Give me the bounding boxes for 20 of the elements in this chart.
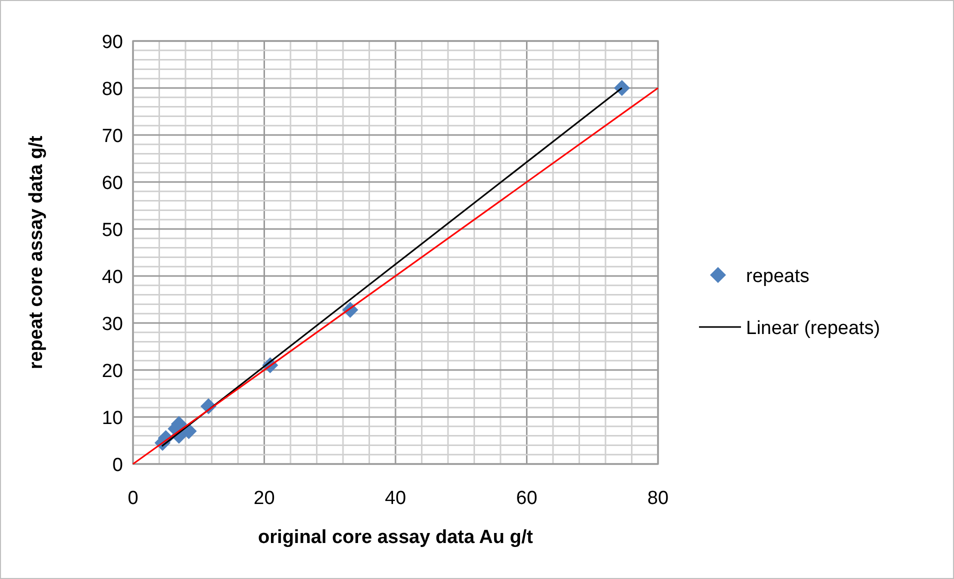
y-tick-label: 70 <box>102 126 123 147</box>
legend-label: Linear (repeats) <box>746 318 880 339</box>
x-tick-label: 80 <box>647 488 669 509</box>
y-tick-label: 0 <box>112 455 123 476</box>
y-axis-title: repeat core assay data g/t <box>26 135 47 370</box>
y-tick-label: 10 <box>102 408 123 429</box>
x-axis-title: original core assay data Au g/t <box>258 527 534 548</box>
x-tick-label: 0 <box>128 488 138 509</box>
legend-label: repeats <box>746 266 810 287</box>
y-tick-label: 80 <box>102 79 123 100</box>
point <box>614 80 630 96</box>
y-tick-label: 20 <box>102 361 123 382</box>
y-tick-label: 50 <box>102 220 123 241</box>
x-tick-label: 20 <box>254 488 275 509</box>
y-tick-label: 30 <box>102 314 123 335</box>
y-tick-label: 90 <box>102 32 123 53</box>
x-tick-label: 60 <box>516 488 538 509</box>
x-tick-label: 40 <box>384 488 406 509</box>
y-tick-label: 40 <box>102 267 123 288</box>
y-tick-label: 60 <box>102 173 123 194</box>
